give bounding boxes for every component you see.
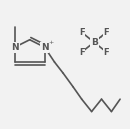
Text: N: N — [41, 43, 48, 52]
Text: F: F — [104, 28, 109, 37]
Text: F: F — [79, 28, 84, 37]
Text: F: F — [79, 48, 84, 57]
Text: B: B — [91, 38, 98, 47]
Text: +: + — [49, 40, 54, 45]
Text: N: N — [11, 43, 19, 52]
Text: F: F — [104, 48, 109, 57]
Text: -: - — [100, 35, 102, 40]
